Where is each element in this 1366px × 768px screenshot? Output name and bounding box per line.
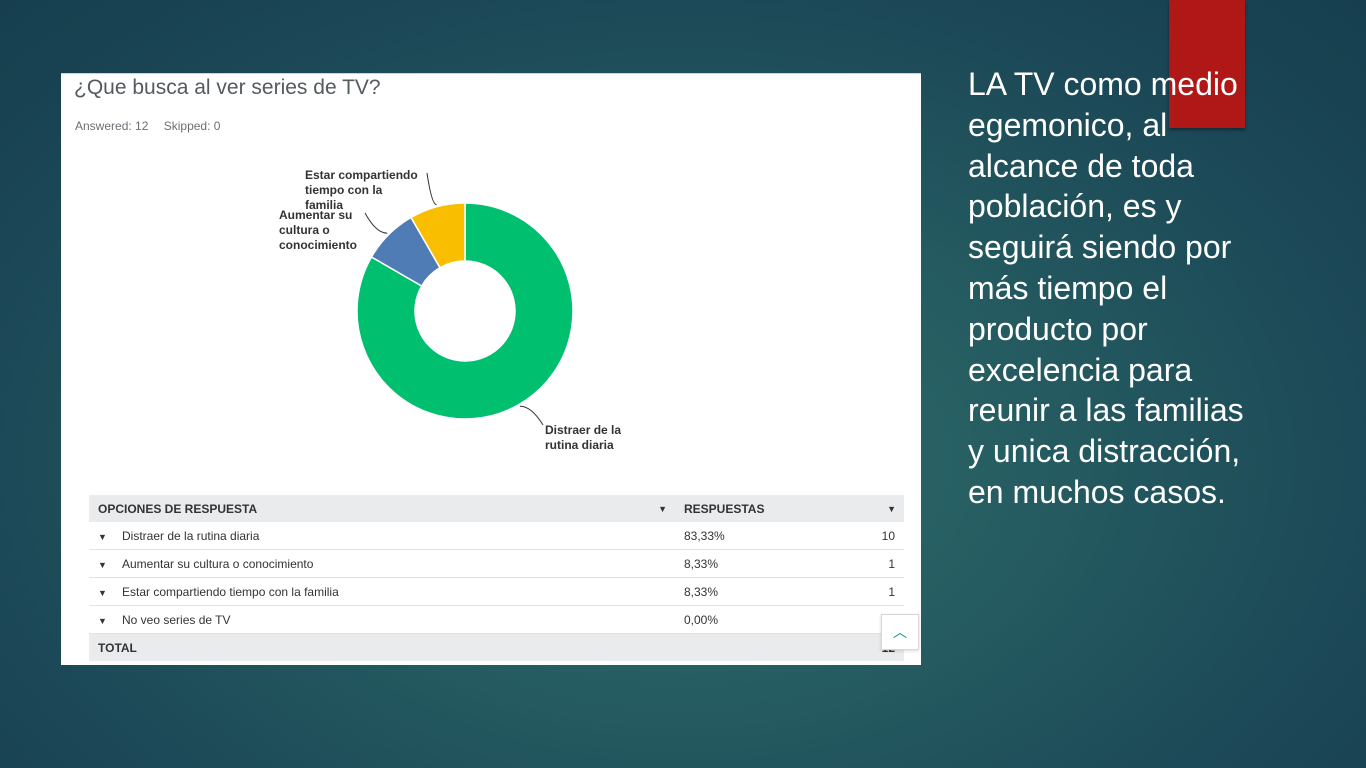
header-options-label: OPCIONES DE RESPUESTA — [98, 501, 258, 516]
panel-top-border — [61, 73, 921, 74]
expand-caret-icon[interactable]: ▼ — [98, 531, 107, 542]
label-familia: Estar compartiendo tiempo con la familia — [305, 168, 418, 212]
option-cell: ▼ Distraer de la rutina diaria — [89, 522, 675, 550]
expand-caret-icon[interactable]: ▼ — [98, 559, 107, 570]
response-meta: Answered: 12 Skipped: 0 — [75, 119, 232, 133]
donut-chart: Distraer de la rutina diaria Aumentar su cu… — [279, 168, 621, 452]
header-responses[interactable]: RESPUESTAS ▼ — [675, 495, 904, 522]
slice-familia[interactable] — [409, 202, 466, 269]
count-cell: 1 — [853, 577, 904, 606]
slice-label-line: Aumentar su — [279, 208, 352, 222]
option-label: Aumentar su cultura o conocimiento — [122, 556, 314, 571]
label-distraer: Distraer de la rutina diaria — [545, 423, 621, 452]
option-label: No veo series de TV — [122, 612, 231, 627]
leader-line — [364, 212, 388, 234]
percent-cell: 83,33% — [675, 522, 853, 550]
percent-cell: 8,33% — [675, 577, 853, 606]
slice-label-line: conocimiento — [279, 238, 357, 252]
count-cell: 10 — [853, 522, 904, 550]
table-header-row: OPCIONES DE RESPUESTA ▼ RESPUESTAS ▼ — [89, 495, 904, 522]
total-row: TOTAL 12 — [89, 633, 904, 661]
side-text: LA TV como medio egemonico, al alcance d… — [968, 66, 1244, 510]
slice-label-line: Estar compartiendo — [305, 168, 418, 182]
table-row[interactable]: ▼ Estar compartiendo tiempo con la famili… — [89, 577, 904, 606]
slice-distraer[interactable] — [356, 202, 574, 420]
sort-down-icon[interactable]: ▼ — [887, 504, 896, 514]
slice-label-line: tiempo con la — [305, 183, 383, 197]
decorative-red-bar — [1169, 0, 1245, 128]
total-empty-cell — [675, 633, 853, 661]
expand-caret-icon[interactable]: ▼ — [98, 587, 107, 598]
survey-panel: ¿Que busca al ver series de TV? Answered… — [61, 73, 921, 665]
percent-cell: 8,33% — [675, 549, 853, 578]
table-row[interactable]: ▼ Distraer de la rutina diaria 83,33% 10 — [89, 522, 904, 550]
results-table: OPCIONES DE RESPUESTA ▼ RESPUESTAS ▼ ▼ Di… — [89, 495, 904, 661]
slice-label-line: familia — [305, 198, 343, 212]
leader-line — [426, 172, 437, 206]
percent-cell: 0,00% — [675, 605, 853, 634]
option-cell: ▼ No veo series de TV — [89, 605, 675, 634]
sort-down-icon[interactable]: ▼ — [658, 504, 667, 514]
table-row[interactable]: ▼No veo series de TV 0,00% 0 — [89, 605, 904, 634]
option-label: Distraer de la rutina diaria — [122, 528, 260, 543]
leader-line — [519, 405, 544, 426]
scroll-to-top-button[interactable]: ︿ — [881, 614, 919, 650]
answered-count: Answered: 12 — [75, 119, 149, 133]
expand-caret-icon[interactable]: ▼ — [98, 615, 107, 626]
header-options[interactable]: OPCIONES DE RESPUESTA ▼ — [89, 495, 675, 522]
option-cell: ▼ Aumentar su cultura o conocimiento — [89, 549, 675, 578]
skipped-count: Skipped: 0 — [163, 119, 221, 133]
slice-label-line: rutina diaria — [545, 438, 614, 452]
table-row[interactable]: ▼ Aumentar su cultura o conocimiento 8,33… — [89, 549, 904, 578]
option-cell: ▼ Estar compartiendo tiempo con la famili… — [89, 577, 675, 606]
total-label: TOTAL — [89, 633, 675, 661]
label-cultura: Aumentar su cultura o conocimiento — [279, 208, 357, 252]
slice-label-line: cultura o — [279, 223, 330, 237]
option-label: Estar compartiendo tiempo con la familia — [122, 584, 339, 599]
question-title: ¿Que busca al ver series de TV? — [74, 76, 381, 99]
count-cell: 1 — [853, 549, 904, 578]
slice-label-line: Distraer de la — [545, 423, 621, 437]
chevron-up-icon: ︿ — [893, 624, 907, 640]
header-responses-label: RESPUESTAS — [684, 501, 765, 516]
